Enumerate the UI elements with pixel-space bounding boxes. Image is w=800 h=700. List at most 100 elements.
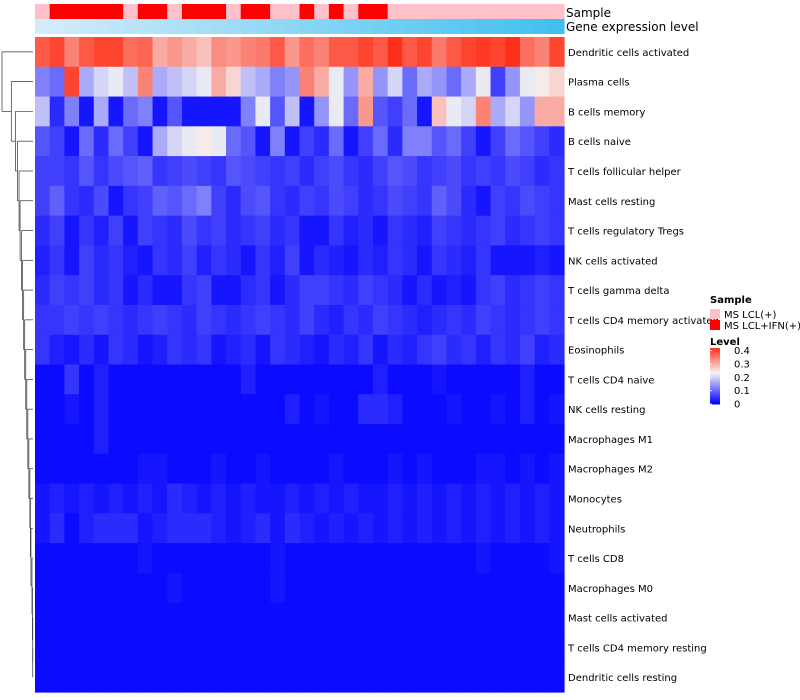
heatmap-cell [240, 275, 257, 306]
heatmap-cell [108, 632, 124, 663]
expression-annotation-cell [358, 19, 374, 34]
heatmap-cell [49, 543, 65, 574]
level-colorbar-segment [710, 377, 720, 380]
heatmap-cell [505, 96, 521, 127]
expression-annotation-cell [211, 19, 227, 34]
heatmap-cell [299, 602, 315, 634]
expression-annotation-cell [284, 19, 301, 34]
heatmap-cell [211, 483, 227, 514]
heatmap-cell [108, 275, 124, 306]
heatmap-cell [343, 215, 359, 247]
heatmap-cell [534, 394, 550, 425]
heatmap-cell [284, 513, 301, 544]
heatmap-cell [240, 126, 257, 157]
heatmap-cell [240, 245, 257, 276]
heatmap-cell [314, 513, 330, 544]
heatmap-cell [255, 543, 271, 574]
heatmap-cell [123, 215, 139, 247]
heatmap-cell [108, 334, 124, 366]
heatmap-cell [549, 96, 565, 127]
heatmap-cell [372, 364, 389, 395]
heatmap-cell [93, 364, 110, 395]
expression-annotation-cell [240, 19, 257, 34]
heatmap-cell [181, 275, 198, 306]
heatmap-cell [475, 543, 492, 574]
heatmap-cell [328, 632, 345, 663]
heatmap-cell [137, 304, 154, 336]
heatmap-cell [534, 215, 550, 247]
heatmap-cell [284, 394, 301, 425]
heatmap-cell [211, 424, 227, 455]
heatmap-cell [152, 96, 168, 127]
heatmap-cell [196, 602, 212, 634]
heatmap-cell [519, 662, 536, 693]
heatmap-cell [93, 394, 110, 425]
heatmap-cell [93, 602, 110, 634]
heatmap-cell [534, 572, 550, 604]
heatmap-cell [137, 275, 154, 306]
heatmap-cell [284, 245, 301, 276]
heatmap-cell [417, 37, 433, 68]
heatmap-cell [417, 245, 433, 276]
expression-annotation-cell [402, 19, 418, 34]
heatmap-cell [123, 245, 139, 276]
heatmap-cell [461, 156, 477, 187]
level-colorbar-segment [710, 363, 720, 366]
heatmap-cells [35, 37, 565, 693]
heatmap-cell [270, 424, 286, 455]
heatmap-cell [431, 275, 448, 306]
heatmap-cell [314, 632, 330, 663]
heatmap-cell [211, 37, 227, 68]
heatmap-cell [299, 394, 315, 425]
sample-legend-title: Sample [710, 295, 752, 306]
heatmap-cell [417, 662, 433, 693]
heatmap-cell [196, 185, 212, 217]
heatmap-cell [152, 334, 168, 366]
heatmap-cell [167, 632, 183, 663]
level-colorbar-segment [710, 390, 720, 392]
row-label: T cells CD4 memory resting [567, 643, 707, 654]
heatmap-cell [402, 215, 418, 247]
heatmap-cell [108, 602, 124, 634]
heatmap-cell [270, 66, 286, 98]
heatmap-cell [431, 483, 448, 514]
heatmap-cell [108, 662, 124, 693]
heatmap-cell [152, 66, 168, 98]
level-colorbar-segment [710, 392, 720, 395]
heatmap-cell [358, 424, 374, 455]
heatmap-cell [137, 245, 154, 276]
heatmap-cell [534, 662, 550, 693]
level-colorbar-segment [710, 359, 720, 362]
heatmap-cell [519, 513, 536, 544]
heatmap-cell [387, 185, 403, 217]
heatmap-cell [387, 513, 403, 544]
heatmap-cell [284, 126, 301, 157]
heatmap-cell [475, 126, 492, 157]
sample-annotation-cell [299, 4, 315, 19]
heatmap-cell [490, 37, 506, 68]
heatmap-cell [79, 513, 95, 544]
heatmap-cell [534, 334, 550, 366]
sample-annotation-cell [417, 4, 433, 19]
heatmap-cell [490, 245, 506, 276]
level-legend-ticks: 0 0.1 0.2 0.3 0.4 [710, 346, 750, 411]
heatmap-cell [314, 543, 330, 574]
heatmap-cell [343, 275, 359, 306]
heatmap-cell [475, 96, 492, 127]
heatmap-cell [108, 156, 124, 187]
heatmap-cell [328, 156, 345, 187]
expression-annotation-cell [152, 19, 168, 34]
heatmap-cell [461, 572, 477, 604]
sample-annotation-cell [402, 4, 418, 19]
heatmap-cell [108, 394, 124, 425]
heatmap-cell [299, 304, 315, 336]
heatmap-cell [196, 483, 212, 514]
heatmap-cell [93, 483, 110, 514]
heatmap-cell [270, 96, 286, 127]
heatmap-cell [358, 185, 374, 217]
heatmap-cell [358, 394, 374, 425]
heatmap-cell [123, 185, 139, 217]
heatmap-cell [328, 662, 345, 693]
heatmap-cell [152, 513, 168, 544]
heatmap-cell [358, 632, 374, 663]
